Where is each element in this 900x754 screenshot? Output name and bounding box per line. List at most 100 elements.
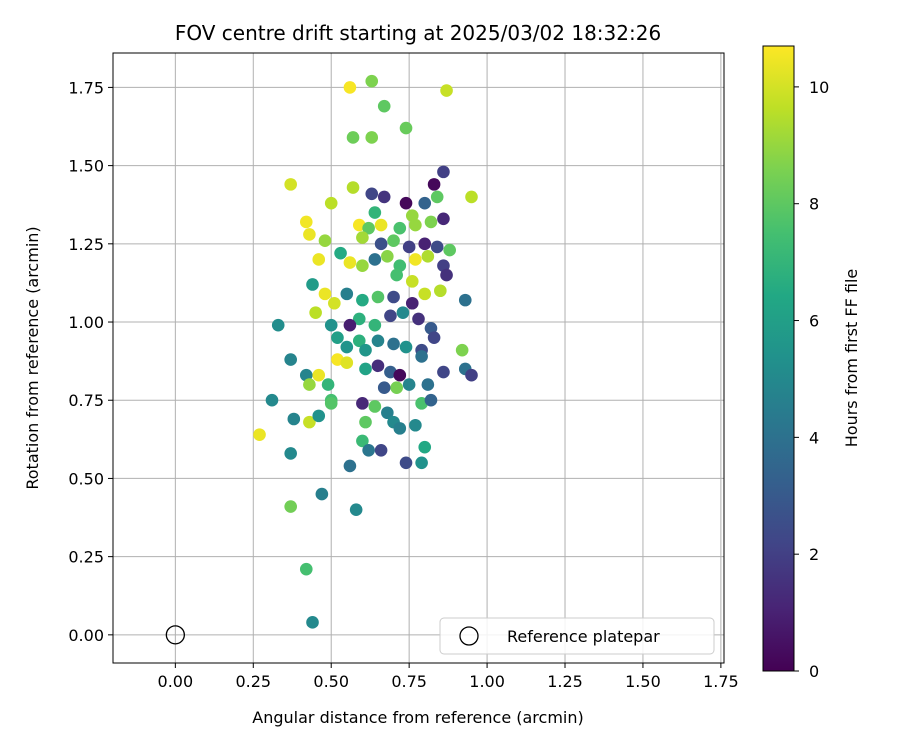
reference-platepar-marker (165, 625, 185, 645)
data-point (340, 356, 354, 369)
data-point (396, 306, 410, 319)
data-point (415, 456, 428, 470)
y-tick-label: 0.00 (68, 626, 104, 645)
y-tick-label: 0.25 (68, 548, 104, 567)
legend: Reference platepar (439, 617, 715, 655)
data-point (284, 447, 297, 460)
data-point (265, 393, 279, 407)
x-tick-label: 0.00 (158, 672, 194, 691)
data-point (356, 293, 369, 307)
data-point (393, 221, 407, 235)
data-point (343, 256, 357, 269)
data-point (362, 443, 375, 457)
legend-marker-reference (459, 626, 479, 646)
data-point (434, 284, 447, 298)
y-tick-label: 1.25 (68, 235, 104, 254)
data-point (458, 293, 472, 307)
data-point (409, 418, 422, 432)
data-point (437, 212, 450, 226)
data-point (402, 240, 416, 254)
colorbar-gradient (762, 45, 795, 672)
data-point (287, 412, 301, 426)
colorbar-tick-label: 2 (809, 545, 819, 564)
colorbar-tick-label: 0 (809, 662, 819, 681)
data-point (393, 368, 407, 382)
data-point (418, 196, 432, 210)
data-point (356, 397, 369, 410)
data-point (299, 562, 313, 576)
data-point (374, 218, 388, 232)
x-axis-ticks: 0.00 0.25 0.50 0.75 1.00 1.25 1.50 1.75 (158, 663, 739, 691)
data-point (306, 278, 319, 291)
data-point (377, 190, 391, 204)
data-point (409, 253, 422, 266)
data-point (284, 178, 297, 191)
y-axis-label: Rotation from reference (arcmin) (23, 226, 42, 489)
data-point (312, 409, 326, 423)
data-point (315, 487, 329, 501)
data-point (303, 415, 316, 429)
data-point (399, 340, 413, 354)
data-point (306, 616, 319, 629)
data-point (387, 337, 400, 351)
data-point (418, 440, 432, 454)
data-point (421, 250, 435, 263)
data-point (346, 131, 360, 144)
colorbar: 0 2 4 6 8 10 Hours from first FF file (762, 45, 861, 681)
colorbar-label: Hours from first FF file (842, 269, 861, 448)
data-point (352, 312, 366, 326)
data-point (465, 190, 478, 204)
colorbar-ticks: 0 2 4 6 8 10 (794, 78, 829, 681)
data-point (443, 243, 456, 257)
data-point (352, 334, 366, 348)
data-point (415, 350, 428, 363)
data-point (405, 275, 419, 288)
data-point (377, 99, 391, 113)
data-point (356, 259, 369, 273)
data-point (399, 121, 413, 135)
data-point (365, 187, 379, 201)
data-point (371, 334, 385, 348)
data-point (312, 368, 326, 382)
data-point (346, 181, 360, 194)
data-point (368, 253, 382, 266)
data-point (334, 246, 347, 260)
x-tick-label: 1.00 (469, 672, 505, 691)
data-point (271, 318, 285, 332)
data-point (374, 237, 388, 251)
data-point (368, 400, 382, 413)
data-point (284, 500, 297, 513)
data-point (343, 459, 357, 473)
data-point (343, 81, 357, 94)
data-point (418, 237, 432, 251)
data-point (424, 393, 438, 407)
data-point (440, 268, 453, 282)
data-point (324, 318, 338, 332)
data-point (427, 178, 441, 191)
colorbar-tick-label: 4 (809, 428, 819, 447)
data-point (399, 456, 413, 470)
data-point (343, 318, 357, 332)
data-point (253, 428, 266, 441)
data-point (377, 381, 391, 395)
data-point (384, 309, 397, 323)
x-tick-label: 1.25 (547, 672, 583, 691)
data-point (328, 296, 341, 310)
y-tick-label: 1.75 (68, 78, 104, 97)
colorbar-tick-label: 6 (809, 312, 819, 331)
data-point (371, 359, 385, 373)
data-point (312, 253, 326, 266)
data-point (387, 234, 400, 247)
x-tick-label: 1.75 (703, 672, 739, 691)
data-point (440, 84, 453, 97)
legend-box (439, 617, 715, 655)
data-point (374, 443, 388, 457)
chart-title: FOV centre drift starting at 2025/03/02 … (175, 21, 661, 45)
data-point (465, 368, 478, 382)
data-point (368, 318, 382, 332)
data-point (381, 250, 394, 263)
data-point (418, 287, 432, 301)
y-tick-label: 0.50 (68, 469, 104, 488)
data-point (381, 406, 394, 420)
